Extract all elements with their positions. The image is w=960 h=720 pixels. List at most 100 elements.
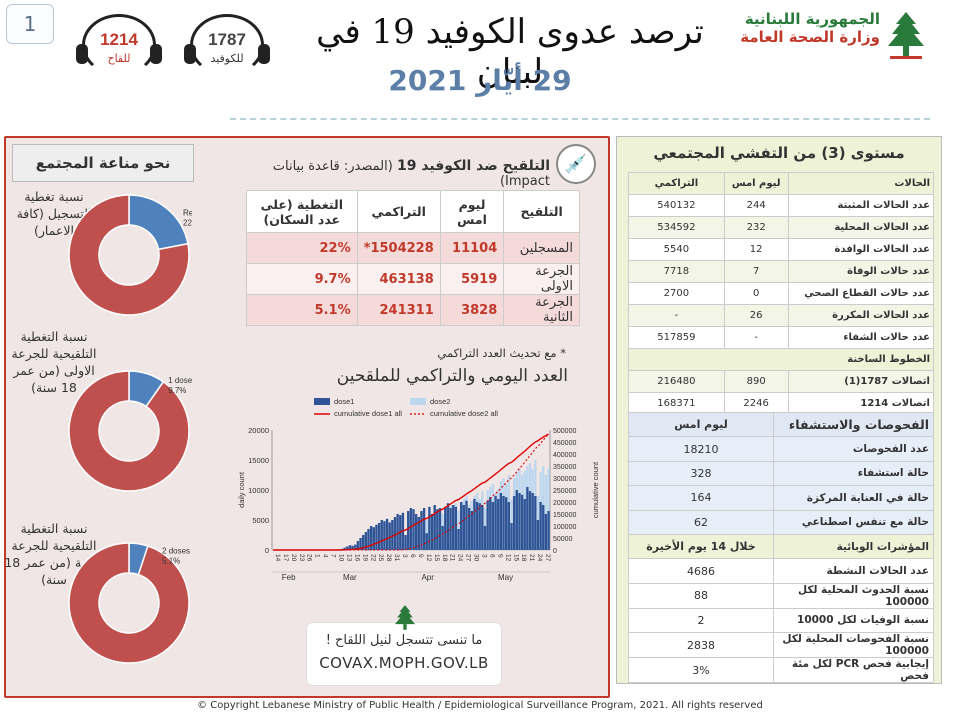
bar-dose1	[449, 508, 452, 550]
covid-hotline-number: 1787	[208, 30, 246, 49]
legend-label: cumulative dose1 all	[334, 409, 402, 418]
bar-dose1	[515, 490, 518, 550]
bar-dose1	[409, 508, 413, 550]
bar-dose1	[377, 523, 381, 550]
x-tick-label: 22	[369, 554, 376, 562]
x-tick-label: 27	[544, 554, 551, 562]
y-tick-label: 0	[265, 546, 269, 555]
bar-dose1	[343, 547, 346, 550]
donut-value-label: 9.7%	[168, 386, 186, 395]
bar-dose1	[414, 514, 418, 550]
table-row: المسجلين 11104 1504228* 22%	[246, 232, 580, 264]
covid-hotline-label: للكوفيد	[210, 52, 244, 65]
y2-tick-label: 250000	[553, 488, 576, 495]
table-row: الجرعة الثانية 3828 241311 5.1%	[246, 294, 580, 326]
table-row: عدد حالات الوفاة 7 7718	[628, 260, 935, 283]
bar-dose1	[473, 499, 476, 550]
bar-dose1	[523, 499, 526, 550]
bar-dose1	[518, 493, 521, 550]
month-label: Apr	[421, 573, 434, 582]
y2-tick-label: 450000	[553, 440, 576, 447]
x-tick-label: 15	[433, 554, 440, 562]
x-tick-label: 10	[338, 554, 345, 562]
y2-tick-label: 0	[553, 548, 557, 555]
x-tick-label: 14	[274, 554, 281, 562]
y2-tick-label: 50000	[553, 536, 573, 543]
header-divider	[230, 118, 930, 120]
x-tick-label: 12	[425, 554, 432, 562]
cedar-icon	[394, 605, 416, 630]
col-coverage: التغطية (على عدد السكان)	[246, 190, 358, 233]
x-tick-label: 21	[528, 554, 535, 562]
covax-link[interactable]: COVAX.MOPH.GOV.LB	[319, 654, 489, 672]
y2-tick-label: 300000	[553, 476, 576, 483]
x-tick-label: 16	[353, 554, 360, 562]
bar-dose1	[383, 521, 386, 550]
bar-dose1	[351, 545, 354, 550]
bar-dose1	[486, 500, 489, 550]
x-tick-label: 18	[520, 554, 527, 562]
table-row: عدد الحالات المثبتة 244 540132	[628, 194, 935, 217]
donut-slice-remaining	[68, 542, 190, 664]
x-tick-label: 9	[496, 554, 503, 558]
table-row: عدد الحالات الوافدة 12 5540	[628, 238, 935, 261]
y-tick-label: 15000	[248, 456, 269, 465]
bar-dose1	[478, 503, 481, 550]
table-row: نسبة الحدوث المحلية لكل 100000 88	[628, 582, 934, 609]
table-row: عدد الحالات المحلية 232 534592	[628, 216, 935, 239]
ministry-line2: وزارة الصحة العامة	[740, 28, 880, 46]
bar-dose1	[369, 526, 373, 550]
donut-value-label: 22.0%	[183, 219, 192, 228]
donut-slice-label: 2 doses	[162, 547, 190, 556]
vaccination-title: التلقيح ضد الكوفيد 19 (المصدر: قاعدة بيا…	[240, 158, 550, 189]
bar-dose1	[444, 506, 447, 550]
x-tick-label: 20	[290, 554, 297, 562]
bar-dose1	[504, 497, 508, 550]
table-row: حالة في العناية المركزة 164	[628, 485, 934, 511]
chart-title: العدد اليومي والتراكمي للملقحين	[336, 366, 568, 386]
herd-immunity-title: نحو مناعة المجتمع	[12, 144, 194, 182]
bar-dose1	[425, 533, 428, 550]
col-vaccine: التلقيح	[503, 190, 580, 233]
tests-table: الفحوصات والاستشفاء ليوم امس عدد الفحوصات…	[628, 411, 934, 684]
col-cumulative: التراكمي	[356, 190, 441, 233]
bar-dose1	[430, 514, 434, 550]
cases-table: الحالات ليوم امس التراكمي عدد الحالات المث…	[628, 172, 935, 415]
donut-label-dose2: نسبة التغطية التلقيحية للجرعة الثانية (م…	[4, 521, 104, 587]
bar-dose1	[441, 526, 444, 550]
x-tick-label: 6	[409, 554, 416, 558]
vaccination-table: التلقيح ليوم امس التراكمي التغطية (على ع…	[246, 190, 580, 326]
bar-dose1	[483, 526, 487, 550]
vaccine-hotline-badge: 1214 للقاح	[74, 10, 164, 86]
month-label: Feb	[282, 573, 296, 582]
bar-dose1	[470, 511, 473, 550]
y2-tick-label: 500000	[553, 428, 576, 435]
bar-dose1	[433, 505, 436, 550]
bar-dose1	[362, 535, 365, 550]
copyright: © Copyright Lebanese Ministry of Public …	[197, 700, 763, 711]
x-tick-label: 25	[377, 554, 384, 562]
bar-dose1	[356, 541, 360, 550]
vaccination-chart: dose1 dose2 cumulative dose1 all cumulative…	[237, 397, 600, 582]
bar-dose1	[547, 511, 550, 550]
bar-dose1	[454, 506, 458, 550]
bar-dose1	[359, 538, 362, 550]
month-label: Mar	[343, 573, 357, 582]
table-row: اتصالات 1214 2246 168371	[628, 392, 935, 415]
x-tick-label: 4	[322, 554, 329, 558]
y-tick-label: 20000	[248, 426, 269, 435]
y2-axis-label: cumulative count	[591, 461, 600, 518]
vaccine-hotline-label: للقاح	[107, 52, 131, 65]
x-tick-label: 21	[449, 554, 456, 562]
legend-swatch-dose2	[410, 398, 426, 405]
bar-dose1	[422, 508, 426, 550]
page-title: ترصد عدوى الكوفيد 19 في لبنان	[316, 12, 704, 92]
table-row: عدد حالات القطاع الصحي 0 2700	[628, 282, 935, 305]
donut-slice-covered	[128, 194, 189, 251]
bar-dose1	[417, 517, 421, 550]
y-tick-label: 5000	[252, 516, 269, 525]
bar-dose1	[544, 514, 548, 550]
donut-slice-label: 1 dose	[168, 376, 192, 385]
bar-dose1	[364, 532, 368, 550]
